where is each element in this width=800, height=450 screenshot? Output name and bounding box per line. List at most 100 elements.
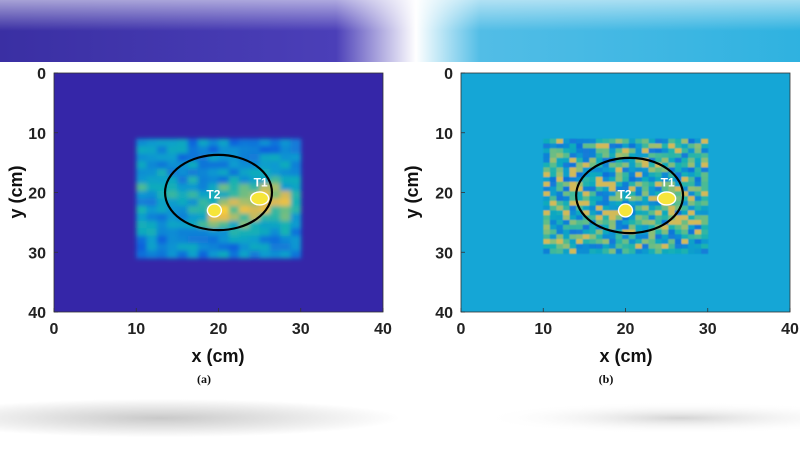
heatmap-cell: [641, 200, 649, 207]
panel-a-targets: T1 T2: [206, 175, 270, 218]
heatmap-cell: [208, 161, 219, 169]
heatmap-cell: [602, 243, 610, 250]
heatmap-cell: [622, 224, 630, 230]
heatmap-cell: [655, 243, 663, 250]
heatmap-cell: [576, 181, 584, 187]
heatmap-cell: [694, 176, 702, 183]
heatmap-cell: [602, 172, 610, 178]
heatmap-cell: [543, 239, 551, 245]
heatmap-cell: [641, 234, 649, 240]
heatmap-cell: [674, 143, 682, 149]
heatmap-cell: [694, 162, 702, 168]
heatmap-cell: [549, 162, 557, 168]
heatmap-cell: [615, 196, 623, 202]
heatmap-cell: [589, 186, 597, 192]
heatmap-cell: [701, 172, 709, 178]
heatmap-cell: [543, 224, 551, 230]
heatmap-cell: [674, 153, 682, 159]
heatmap-cell: [197, 138, 209, 147]
heatmap-cell: [290, 176, 302, 184]
heatmap-cell: [228, 153, 240, 162]
heatmap-cell: [146, 146, 158, 155]
heatmap-cell: [556, 162, 564, 168]
heatmap-cell: [661, 148, 669, 154]
heatmap-cell: [589, 239, 597, 245]
heatmap-cell: [167, 161, 178, 169]
heatmap-cell: [641, 153, 649, 159]
heatmap-cell: [661, 224, 669, 230]
heatmap-cell: [674, 196, 682, 202]
heatmap-cell: [701, 215, 709, 221]
heatmap-cell: [569, 176, 577, 183]
heatmap-cell: [661, 162, 669, 168]
heatmap-cell: [228, 213, 240, 222]
heatmap-cell: [635, 234, 643, 240]
heatmap-cell: [602, 143, 610, 149]
heatmap-cell: [674, 243, 682, 250]
heatmap-cell: [615, 162, 623, 168]
heatmap-cell: [582, 143, 590, 149]
heatmap-cell: [582, 239, 590, 245]
heatmap-cell: [602, 191, 610, 197]
heatmap-cell: [239, 183, 250, 192]
heatmap-cell: [239, 176, 250, 184]
heatmap-cell: [177, 176, 189, 184]
heatmap-cell: [562, 248, 570, 254]
heatmap-cell: [269, 191, 281, 199]
heatmap-cell: [146, 191, 158, 199]
heatmap-cell: [648, 215, 656, 221]
heatmap-cell: [556, 239, 564, 245]
heatmap-cell: [668, 239, 676, 245]
heatmap-cell: [602, 200, 610, 207]
heatmap-cell: [622, 239, 630, 245]
heatmap-cell: [648, 153, 656, 159]
heatmap-cell: [136, 146, 147, 155]
target-label: T2: [617, 187, 631, 201]
heatmap-cell: [156, 153, 168, 162]
heatmap-cell: [701, 157, 709, 164]
heatmap-cell: [290, 161, 302, 169]
heatmap-cell: [641, 148, 649, 154]
heatmap-cell: [543, 148, 551, 154]
heatmap-cell: [661, 143, 669, 149]
heatmap-cell: [589, 157, 597, 164]
heatmap-cell: [701, 234, 709, 240]
heatmap-cell: [569, 239, 577, 245]
heatmap-cell: [228, 168, 240, 177]
heatmap-cell: [668, 205, 676, 211]
heatmap-cell: [688, 162, 695, 168]
heatmap-cell: [582, 248, 590, 254]
heatmap-cell: [694, 229, 702, 235]
heatmap-cell: [562, 196, 570, 202]
heatmap-cell: [576, 162, 584, 168]
heatmap-cell: [681, 172, 689, 178]
heatmap-cell: [167, 243, 178, 252]
heatmap-cell: [694, 224, 702, 230]
heatmap-cell: [156, 191, 168, 199]
heatmap-cell: [259, 176, 271, 184]
heatmap-cell: [655, 210, 663, 216]
heatmap-cell: [694, 167, 702, 173]
heatmap-cell: [674, 148, 682, 154]
heatmap-cell: [622, 186, 630, 192]
heatmap-cell: [562, 157, 570, 164]
x-tick-label: 0: [457, 321, 466, 338]
heatmap-cell: [167, 146, 178, 155]
heatmap-cell: [589, 181, 597, 187]
heatmap-cell: [635, 224, 643, 230]
heatmap-cell: [589, 215, 597, 221]
heatmap-cell: [602, 229, 610, 235]
heatmap-cell: [156, 161, 168, 169]
heatmap-cell: [208, 176, 219, 184]
heatmap-cell: [156, 138, 168, 147]
heatmap-cell: [694, 191, 702, 197]
heatmap-cell: [562, 191, 570, 197]
heatmap-cell: [602, 167, 610, 173]
heatmap-cell: [688, 167, 695, 173]
heatmap-cell: [290, 198, 302, 207]
heatmap-cell: [556, 148, 564, 154]
heatmap-cell: [269, 168, 281, 177]
heatmap-cell: [218, 138, 230, 147]
heatmap-cell: [156, 220, 168, 229]
heatmap-cell: [576, 186, 584, 192]
